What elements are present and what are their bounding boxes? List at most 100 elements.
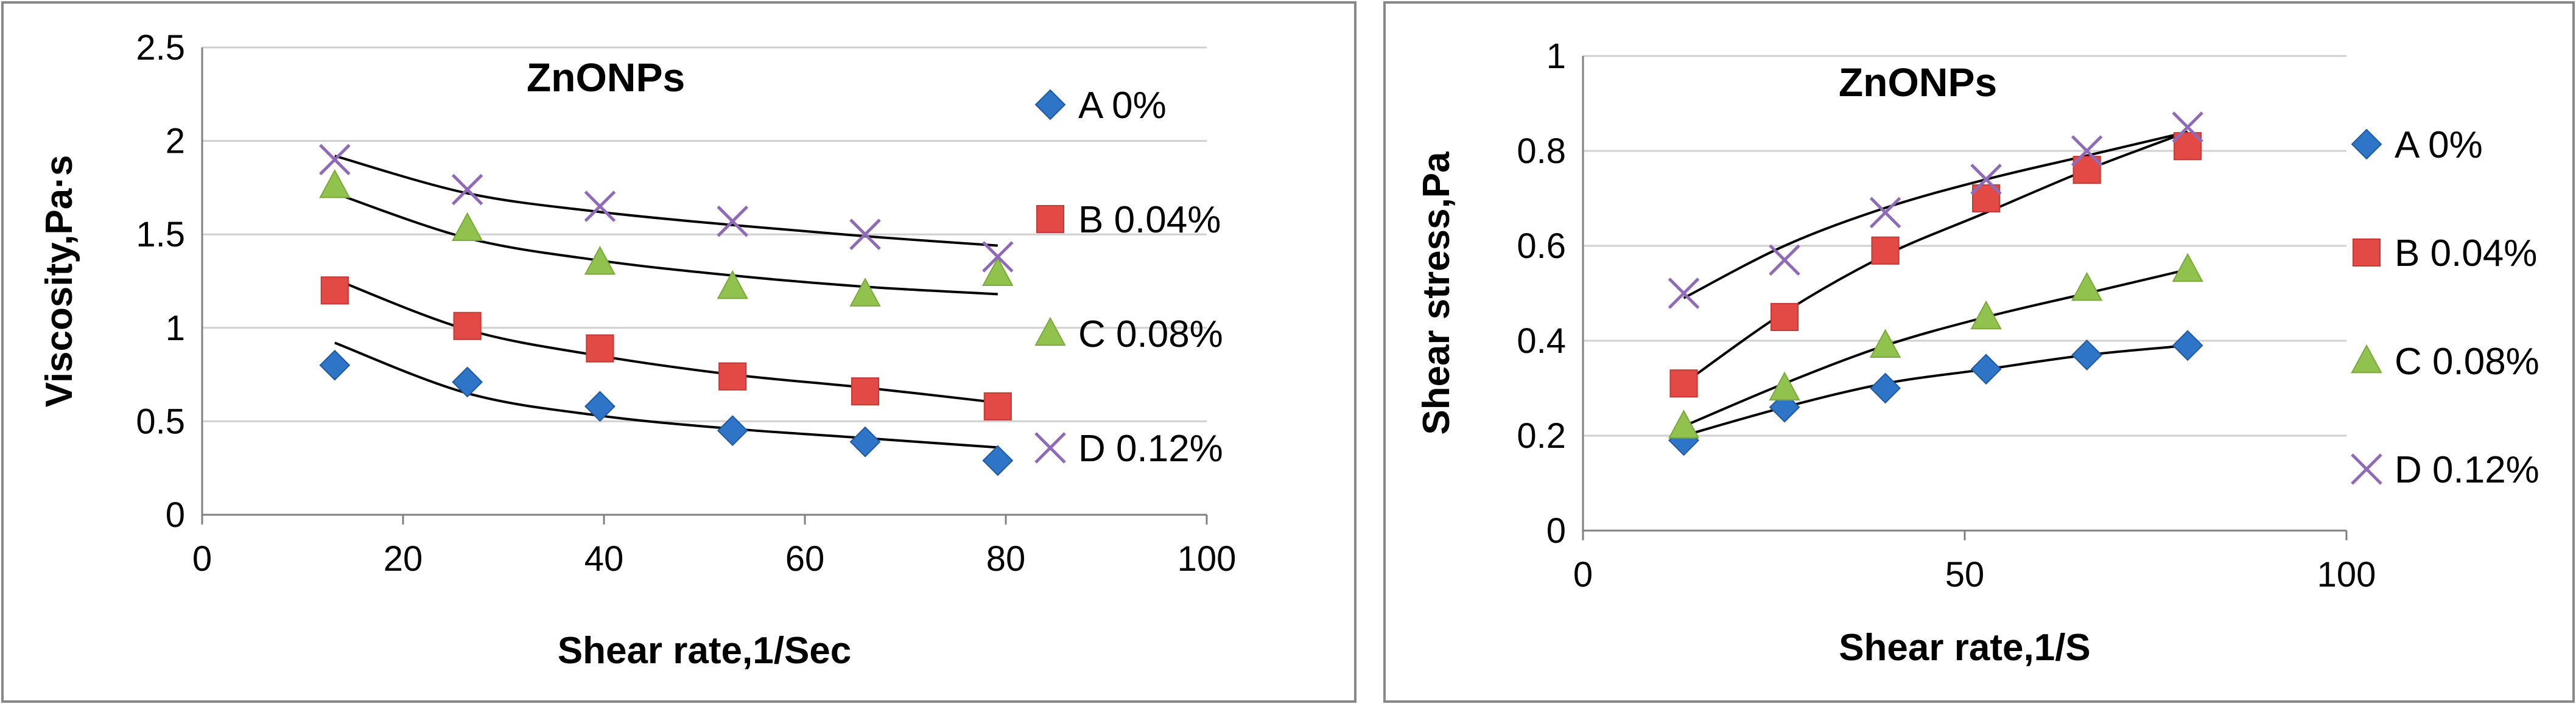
data-point-square [586,334,614,363]
data-point-x-stroke-b [1869,197,1901,229]
legend-label: B 0.04% [1078,199,1221,241]
data-point-triangle [1668,410,1700,439]
data-point-x [1769,244,1800,276]
y-axis-title: Viscosity,Pa·s [38,155,80,408]
y-tick-label: 0.4 [1517,321,1566,361]
data-point-diamond [849,426,881,458]
legend-marker-square [2352,238,2381,267]
viscosity-chart: 0 0.5 1 1.5 2 2.5 0 20 40 60 80 100 Shear rate,1/Sec… [1,1,1356,703]
data-point-square [1669,369,1698,398]
x-axis-title: Shear rate,1/Sec [558,630,852,672]
data-point-x-stroke-b [2172,111,2203,143]
data-point-triangle [1970,300,2002,330]
y-tick-label: 1 [1546,37,1566,76]
legend-marker-x-stroke-b [2351,453,2382,485]
x-tick-label: 20 [384,539,423,579]
data-point-x-stroke-b [982,241,1014,273]
data-point-x-stroke-b [1668,277,1700,309]
x-tick-label: 100 [2317,555,2376,594]
legend-label: C 0.08% [1078,313,1223,355]
y-tick-label: 0.6 [1517,226,1566,266]
data-point-diamond [452,366,483,398]
data-point-diamond [2071,339,2103,371]
legend-marker-x [1034,432,1066,464]
data-point-triangle [717,270,748,299]
y-axis-title: Shear stress,Pa [1416,152,1458,435]
legend-marker-diamond [2351,128,2382,160]
data-point-square [453,312,482,340]
x-tick-label: 80 [986,539,1026,579]
y-tick-label: 0 [1546,511,1566,551]
data-point-x [451,173,483,206]
y-tick-label: 0.8 [1517,131,1566,171]
data-point-diamond [982,445,1014,476]
trendline-square [334,278,998,404]
trendline-triangle [334,192,998,296]
y-tick-label: 1.5 [136,215,185,254]
data-point-x-stroke-b [451,173,483,206]
data-point-x-stroke-b [584,190,616,222]
data-point-x [1668,277,1700,309]
data-point-diamond [2172,330,2203,361]
data-point-x-stroke-b [1970,164,2002,195]
data-point-triangle [1769,371,1800,401]
legend-label: B 0.04% [2395,232,2537,274]
data-point-triangle [319,169,351,198]
legend-label: D 0.12% [2395,449,2539,491]
trendline-triangle [1683,268,2188,428]
y-tick-label: 0.5 [136,402,185,441]
legend-label: C 0.08% [2395,341,2539,383]
viscosity-chart-svg: 0 0.5 1 1.5 2 2.5 0 20 40 60 80 100 Shear rate,1/Sec… [1,1,1356,703]
data-point-square [851,377,880,406]
y-tick-label: 0 [166,495,185,535]
x-tick-label: 40 [584,539,624,579]
x-tick-label: 0 [192,539,212,579]
data-point-diamond [319,349,351,381]
data-point-triangle [1869,329,1901,358]
trendline-x [1683,130,2188,299]
data-point-diamond [1870,372,1901,404]
data-point-x [1970,164,2002,195]
data-point-x [584,190,616,222]
data-point-triangle [584,245,616,275]
data-point-x [1869,197,1901,229]
legend-marker-square [1036,204,1065,234]
x-tick-label: 60 [785,539,825,579]
chart-title: ZnONPs [527,55,685,100]
legend-marker-diamond [1034,89,1066,120]
shear-stress-chart: 0 0.2 0.4 0.6 0.8 1 0 50 100 Shear rate,1/S Shear … [1382,0,2576,704]
data-point-x-stroke-b [717,205,748,237]
x-tick-label: 100 [1177,539,1237,579]
trendline-x [334,155,998,247]
x-tick-label: 50 [1945,555,1985,594]
x-tick-label: 0 [1573,555,1593,594]
y-tick-label: 2 [166,122,185,161]
y-tick-label: 1 [166,308,185,348]
data-point-triangle [2172,253,2203,282]
trendline-diamond [334,341,998,449]
legend-label: A 0% [2395,124,2483,166]
legend-marker-triangle [1034,316,1066,346]
data-point-square [983,392,1012,420]
legend-marker-x [2351,453,2382,485]
data-point-diamond [1970,354,2002,385]
data-point-triangle [451,212,483,242]
data-point-x-stroke-b [1769,244,1800,276]
data-point-triangle [2071,271,2103,301]
y-tick-label: 0.2 [1517,416,1566,456]
data-point-x [319,144,351,176]
legend-label: A 0% [1078,85,1167,127]
data-point-triangle [849,277,881,307]
legend-marker-x-stroke-b [1034,432,1066,464]
data-point-x-stroke-b [849,218,881,250]
y-tick-label: 2.5 [136,28,185,68]
data-point-square [1871,236,1900,265]
data-point-triangle [982,257,1014,286]
shear-stress-chart-svg: 0 0.2 0.4 0.6 0.8 1 0 50 100 Shear rate,1/S Shear … [1383,1,2575,703]
legend-marker-triangle [2351,344,2382,374]
legend-label: D 0.12% [1078,428,1223,470]
data-point-square [718,362,747,391]
data-point-x [2071,135,2103,167]
data-point-x [717,205,748,237]
data-point-diamond [584,391,616,422]
